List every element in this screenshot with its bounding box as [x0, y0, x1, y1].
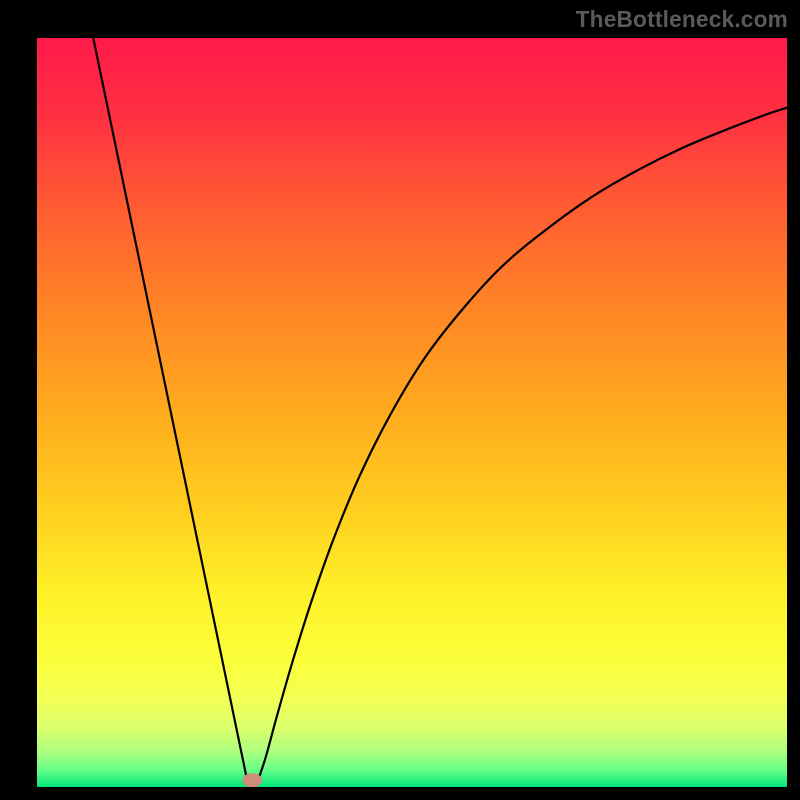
bottleneck-chart-svg — [37, 38, 787, 787]
gradient-background — [37, 38, 787, 787]
watermark-text: TheBottleneck.com — [576, 6, 788, 33]
plot-area — [37, 38, 787, 787]
vertex-marker — [243, 773, 263, 787]
chart-frame: TheBottleneck.com — [0, 0, 800, 800]
